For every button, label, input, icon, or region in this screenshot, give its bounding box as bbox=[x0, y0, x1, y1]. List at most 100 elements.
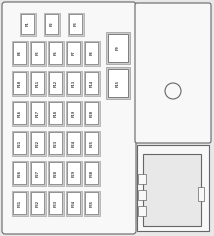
Bar bbox=[86, 42, 98, 64]
Bar bbox=[48, 131, 64, 156]
Text: F13: F13 bbox=[72, 80, 76, 87]
Text: F16: F16 bbox=[18, 110, 22, 117]
Bar bbox=[49, 102, 62, 124]
Text: F21: F21 bbox=[18, 139, 22, 147]
Bar bbox=[67, 72, 80, 94]
Bar bbox=[49, 132, 62, 154]
Bar bbox=[66, 190, 82, 215]
Bar bbox=[13, 192, 27, 214]
Bar bbox=[13, 72, 27, 94]
Bar bbox=[67, 42, 80, 64]
Text: F12: F12 bbox=[54, 80, 58, 87]
Bar bbox=[31, 42, 45, 64]
Text: F9: F9 bbox=[116, 46, 120, 50]
FancyBboxPatch shape bbox=[135, 3, 211, 143]
Bar bbox=[68, 13, 84, 35]
Text: F32: F32 bbox=[36, 199, 40, 206]
Text: F33: F33 bbox=[54, 199, 58, 206]
Bar bbox=[66, 160, 82, 185]
Bar bbox=[12, 190, 28, 215]
Text: F31: F31 bbox=[18, 199, 22, 206]
Text: F30: F30 bbox=[90, 169, 94, 177]
Bar bbox=[86, 162, 98, 184]
Text: F14: F14 bbox=[90, 80, 94, 87]
Bar bbox=[84, 71, 100, 96]
Bar bbox=[12, 41, 28, 66]
Bar bbox=[70, 14, 83, 34]
Bar bbox=[84, 160, 100, 185]
Bar bbox=[31, 132, 45, 154]
Bar bbox=[198, 187, 204, 201]
Bar bbox=[30, 101, 46, 126]
Bar bbox=[13, 132, 27, 154]
Bar bbox=[106, 32, 130, 64]
Bar bbox=[48, 190, 64, 215]
Bar bbox=[46, 14, 58, 34]
Bar bbox=[31, 192, 45, 214]
Text: F17: F17 bbox=[36, 110, 40, 117]
Bar bbox=[86, 192, 98, 214]
Text: F23: F23 bbox=[54, 139, 58, 147]
Bar bbox=[30, 190, 46, 215]
Text: F34: F34 bbox=[72, 199, 76, 206]
Text: F19: F19 bbox=[72, 110, 76, 117]
Bar bbox=[12, 71, 28, 96]
Text: F22: F22 bbox=[36, 139, 40, 147]
Bar bbox=[143, 154, 201, 226]
Text: F28: F28 bbox=[54, 169, 58, 177]
Bar bbox=[48, 160, 64, 185]
Bar bbox=[84, 41, 100, 66]
Text: F1: F1 bbox=[26, 22, 30, 26]
Bar bbox=[48, 41, 64, 66]
Bar bbox=[86, 72, 98, 94]
Bar bbox=[67, 132, 80, 154]
Bar bbox=[48, 71, 64, 96]
Text: F5: F5 bbox=[36, 51, 40, 55]
Text: F29: F29 bbox=[72, 169, 76, 177]
Bar bbox=[138, 174, 146, 184]
Text: F10: F10 bbox=[18, 80, 22, 87]
Text: F35: F35 bbox=[90, 199, 94, 206]
Text: F20: F20 bbox=[90, 110, 94, 117]
Text: F4: F4 bbox=[18, 51, 22, 55]
Text: F26: F26 bbox=[18, 169, 22, 177]
Bar bbox=[66, 71, 82, 96]
Bar bbox=[44, 13, 60, 35]
Bar bbox=[84, 190, 100, 215]
Bar bbox=[49, 192, 62, 214]
Bar bbox=[13, 162, 27, 184]
Bar bbox=[84, 101, 100, 126]
Bar bbox=[30, 41, 46, 66]
Bar bbox=[138, 206, 146, 216]
Bar bbox=[12, 101, 28, 126]
Bar bbox=[66, 41, 82, 66]
Bar bbox=[108, 69, 128, 97]
Text: F6: F6 bbox=[54, 51, 58, 55]
Bar bbox=[86, 132, 98, 154]
Text: F18: F18 bbox=[54, 110, 58, 117]
Text: F15: F15 bbox=[116, 80, 120, 87]
Bar bbox=[67, 192, 80, 214]
Bar bbox=[66, 131, 82, 156]
Bar bbox=[31, 102, 45, 124]
Bar bbox=[49, 42, 62, 64]
Bar bbox=[21, 14, 34, 34]
Bar bbox=[67, 102, 80, 124]
Bar bbox=[12, 131, 28, 156]
Bar bbox=[30, 160, 46, 185]
FancyBboxPatch shape bbox=[2, 2, 136, 234]
Text: F24: F24 bbox=[72, 139, 76, 147]
Bar bbox=[48, 101, 64, 126]
Bar bbox=[31, 72, 45, 94]
Bar bbox=[86, 102, 98, 124]
Bar bbox=[108, 34, 128, 62]
Text: F3: F3 bbox=[74, 22, 78, 26]
Bar bbox=[138, 190, 146, 200]
Bar bbox=[67, 162, 80, 184]
Text: F2: F2 bbox=[50, 22, 54, 26]
Bar bbox=[106, 67, 130, 99]
Bar bbox=[137, 145, 209, 231]
Text: F7: F7 bbox=[72, 51, 76, 55]
Bar bbox=[13, 42, 27, 64]
Bar bbox=[84, 131, 100, 156]
